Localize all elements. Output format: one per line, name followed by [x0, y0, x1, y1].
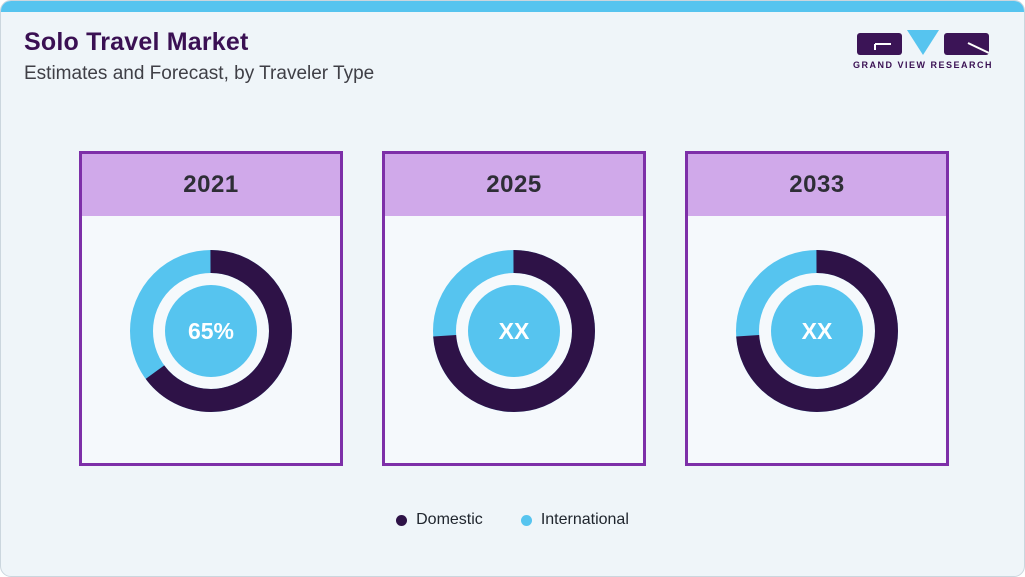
- donut-center-circle: [165, 285, 257, 377]
- logo-glyphs: [857, 30, 989, 55]
- grand-view-research-logo: GRAND VIEW RESEARCH: [849, 30, 997, 70]
- logo-r-icon: [944, 33, 989, 55]
- legend-label: International: [540, 511, 629, 528]
- donut-chart-2025: XX: [433, 250, 595, 412]
- card-year-label: 2025: [385, 154, 643, 216]
- donut-center-label: 65%: [188, 318, 234, 344]
- legend-item-international: International: [520, 511, 629, 529]
- donut-card-2021: 2021 65%: [79, 151, 343, 466]
- donut-chart-2033: XX: [736, 250, 898, 412]
- card-year-label: 2033: [688, 154, 946, 216]
- header-block: Solo Travel Market Estimates and Forecas…: [24, 28, 374, 85]
- donut-card-2025: 2025 XX: [382, 151, 646, 466]
- card-body: XX: [688, 216, 946, 413]
- donut-center-label: XX: [499, 318, 530, 344]
- card-body: 65%: [82, 216, 340, 413]
- logo-g-icon: [857, 33, 902, 55]
- legend-item-domestic: Domestic: [396, 511, 483, 529]
- donut-center-label: XX: [802, 318, 833, 344]
- domestic-ring-segment: [130, 250, 292, 412]
- brand-name: GRAND VIEW RESEARCH: [852, 60, 993, 70]
- donut-chart-2021: 65%: [130, 250, 292, 412]
- chart-legend: Domestic International: [1, 511, 1024, 529]
- domestic-dot-icon: [396, 514, 408, 526]
- domestic-ring-segment: [433, 250, 595, 412]
- international-dot-icon: [520, 514, 532, 526]
- domestic-ring-segment: [736, 250, 898, 412]
- logo-v-icon: [907, 30, 939, 55]
- donut-center-circle: [468, 285, 560, 377]
- card-year-label: 2021: [82, 154, 340, 216]
- card-body: XX: [385, 216, 643, 413]
- top-accent-bar: [1, 1, 1024, 12]
- donut-card-2033: 2033 XX: [685, 151, 949, 466]
- page-title: Solo Travel Market: [24, 28, 249, 56]
- page-subtitle: Estimates and Forecast, by Traveler Type: [24, 63, 375, 84]
- legend-label: Domestic: [416, 511, 483, 528]
- donut-center-circle: [771, 285, 863, 377]
